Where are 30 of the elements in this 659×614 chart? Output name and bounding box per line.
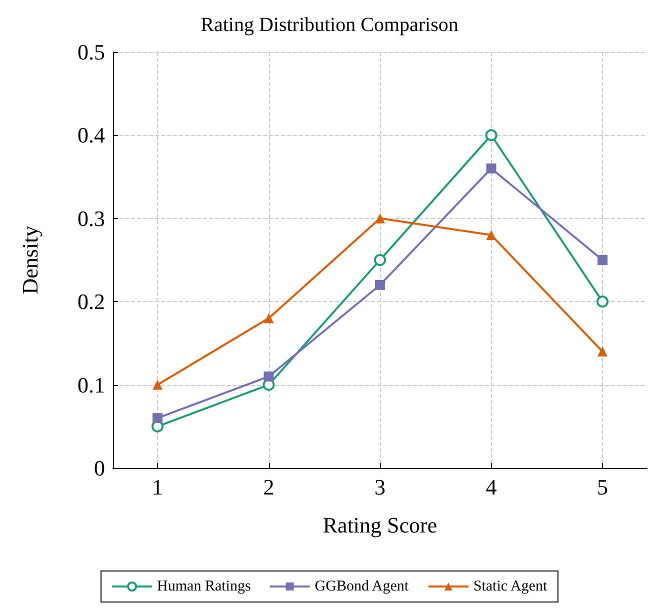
y-tick-label: 0 xyxy=(94,456,105,480)
point xyxy=(375,213,385,224)
point xyxy=(375,280,385,290)
x-axis-title: Rating Score xyxy=(322,512,438,538)
legend-label: Static Agent xyxy=(473,578,548,594)
x-tick-label: 2 xyxy=(263,474,274,500)
point xyxy=(598,255,608,265)
point xyxy=(485,129,498,142)
point xyxy=(486,163,496,174)
x-tick-label: 1 xyxy=(152,474,163,500)
y-axis-title: Density xyxy=(18,226,42,294)
y-tick-label: 0.5 xyxy=(78,40,105,64)
y-tick-label: 0.1 xyxy=(78,372,105,398)
point xyxy=(264,313,274,324)
y-tick-label: 0.3 xyxy=(78,206,105,231)
x-tick-label: 5 xyxy=(597,474,608,500)
legend-label: Human Ratings xyxy=(157,578,251,594)
point xyxy=(374,254,386,266)
point xyxy=(486,230,496,240)
point xyxy=(152,380,162,390)
x-tick-label: 4 xyxy=(486,474,497,500)
x-tick-label: 3 xyxy=(374,474,386,500)
point xyxy=(598,346,608,357)
point xyxy=(596,296,608,308)
point xyxy=(152,413,162,424)
y-tick-label: 0.4 xyxy=(78,122,105,148)
legend-label: GGBond Agent xyxy=(314,578,410,594)
chart-title: Rating Distribution Comparison xyxy=(200,14,458,36)
point xyxy=(264,371,274,382)
y-tick-label: 0.2 xyxy=(78,289,105,314)
